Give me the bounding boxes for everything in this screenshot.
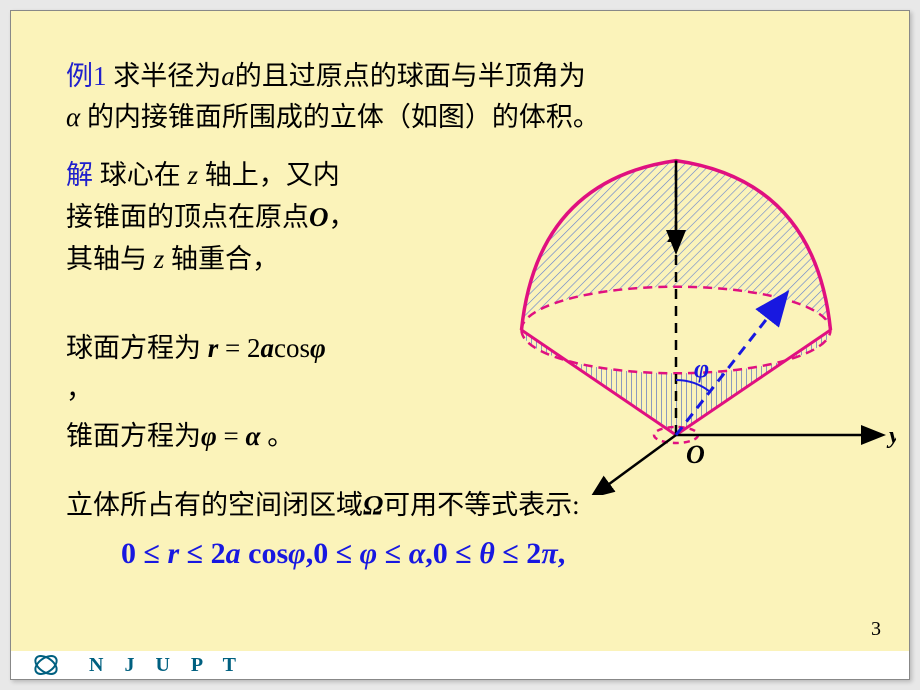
problem-text-2: 的且过原点的球面与半顶角为 xyxy=(235,61,586,91)
footer-text: N J U P T xyxy=(89,654,244,677)
figure: zyxOφ xyxy=(466,145,896,495)
content: 例1 求半径为a的且过原点的球面与半顶角为 α 的内接锥面所围成的立体（如图）的… xyxy=(11,11,909,679)
problem-text-1: 求半径为 xyxy=(107,61,222,91)
slide: 例1 求半径为a的且过原点的球面与半顶角为 α 的内接锥面所围成的立体（如图）的… xyxy=(10,10,910,680)
svg-text:z: z xyxy=(667,222,678,248)
comma: ， xyxy=(66,367,466,406)
left-column: 解 球心在 z 轴上，又内 接锥面的顶点在原点O， 其轴与 z 轴重合， 球面方… xyxy=(66,155,466,453)
problem-line-2: α 的内接锥面所围成的立体（如图）的体积。 xyxy=(66,97,869,138)
solution-label: 解 xyxy=(66,160,93,190)
svg-text:φ: φ xyxy=(694,354,709,383)
var-alpha: α xyxy=(66,102,80,132)
var-a: a xyxy=(221,61,235,91)
problem-line-1: 例1 求半径为a的且过原点的球面与半顶角为 xyxy=(66,56,869,97)
sphere-equation: 球面方程为 r = 2acosφ xyxy=(66,326,466,365)
right-column: zyxOφ xyxy=(466,155,869,453)
cone-equation: 锥面方程为φ = α 。 xyxy=(66,414,466,453)
inequality: 0 ≤ r ≤ 2a cosφ,0 ≤ φ ≤ α,0 ≤ θ ≤ 2π, xyxy=(121,537,869,571)
svg-text:y: y xyxy=(886,423,896,449)
example-label: 例1 xyxy=(66,61,107,91)
logo-icon xyxy=(31,654,61,676)
problem-text-3: 的内接锥面所围成的立体（如图）的体积。 xyxy=(80,102,600,132)
footer: N J U P T xyxy=(11,651,909,679)
svg-text:O: O xyxy=(686,440,705,469)
page-number: 3 xyxy=(871,618,881,641)
solution-block: 解 球心在 z 轴上，又内 接锥面的顶点在原点O， 其轴与 z 轴重合， xyxy=(66,155,466,281)
two-column: 解 球心在 z 轴上，又内 接锥面的顶点在原点O， 其轴与 z 轴重合， 球面方… xyxy=(66,155,869,453)
